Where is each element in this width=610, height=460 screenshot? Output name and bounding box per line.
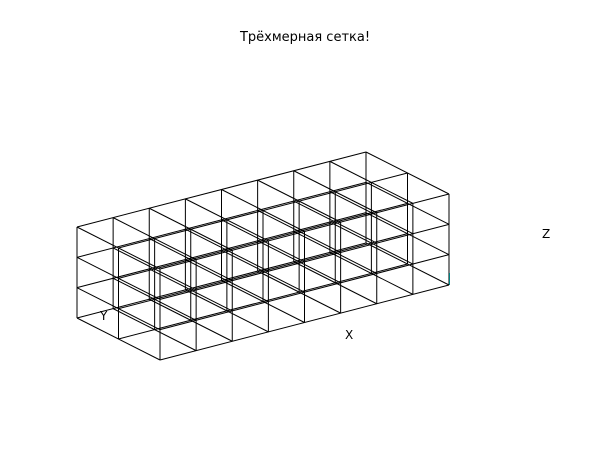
plot-title: Трёхмерная сетка! — [239, 30, 371, 45]
x-axis-label: X — [345, 328, 353, 342]
grid-lines — [76, 151, 450, 361]
z-axis-label: Z — [542, 227, 550, 241]
y-axis-label: Y — [99, 309, 108, 323]
